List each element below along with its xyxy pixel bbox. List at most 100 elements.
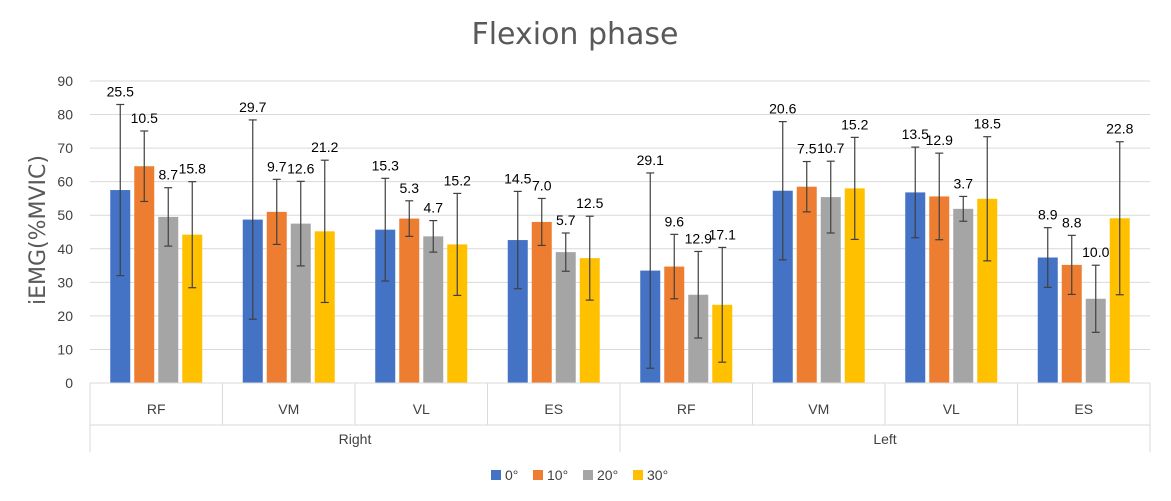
bar <box>399 218 420 383</box>
x-group-label: Left <box>873 431 896 447</box>
data-label: 5.7 <box>556 212 576 228</box>
legend-swatch <box>533 470 543 480</box>
data-label: 21.2 <box>311 139 338 155</box>
bar <box>664 266 685 383</box>
legend-label: 0° <box>505 467 518 483</box>
data-label: 12.6 <box>287 160 314 176</box>
y-tick-label: 50 <box>57 207 73 223</box>
bar <box>579 258 600 383</box>
chart-title: Flexion phase <box>471 17 678 52</box>
data-labels: 25.5 29.7 15.3 14.5 29.1 20.6 13.5 8.9 10.5 9.7 5.… <box>107 83 1134 260</box>
legend-swatch <box>583 470 593 480</box>
data-label: 20.6 <box>769 101 796 117</box>
bar <box>772 190 793 383</box>
bar <box>555 252 576 383</box>
bar <box>1061 264 1082 383</box>
y-tick-label: 40 <box>57 241 73 257</box>
bar <box>447 244 468 383</box>
data-label: 12.5 <box>576 195 603 211</box>
y-tick-label: 0 <box>65 375 73 391</box>
x-axis: RF VM VL ES RF VM VL ES Right Left <box>89 382 1151 452</box>
y-tick-label: 60 <box>57 174 73 190</box>
bar <box>953 208 974 383</box>
bar <box>1085 298 1106 383</box>
data-label: 8.8 <box>1062 214 1082 230</box>
bar <box>844 188 865 383</box>
bar <box>905 192 926 383</box>
y-axis-label: iEMG(%MVIC) <box>26 155 51 305</box>
bar <box>134 166 155 383</box>
bar <box>929 196 950 383</box>
x-tick-label: RF <box>147 401 166 417</box>
error-bars <box>116 103 1124 369</box>
bar <box>314 231 335 383</box>
bars <box>110 166 1130 383</box>
bar <box>182 234 203 383</box>
bar <box>1037 257 1058 383</box>
bar <box>531 221 552 383</box>
bar <box>688 294 709 383</box>
y-tick-label: 20 <box>57 308 73 324</box>
y-axis-ticks: 0 10 20 30 40 50 60 70 80 90 <box>57 73 73 391</box>
y-tick-label: 80 <box>57 107 73 123</box>
y-tick-label: 70 <box>57 140 73 156</box>
bar <box>110 190 131 383</box>
data-label: 3.7 <box>954 175 974 191</box>
data-label: 15.2 <box>841 116 868 132</box>
data-label: 17.1 <box>709 226 736 242</box>
bar <box>507 240 528 383</box>
bar <box>375 229 396 383</box>
x-tick-label: VM <box>278 401 299 417</box>
gridlines <box>90 80 1150 350</box>
bar <box>423 236 444 383</box>
data-label: 10.0 <box>1082 244 1109 260</box>
x-tick-label: ES <box>544 401 563 417</box>
legend-swatch <box>491 470 501 480</box>
data-label: 4.7 <box>424 200 444 216</box>
data-label: 7.5 <box>797 141 817 157</box>
legend-swatch <box>633 470 643 480</box>
data-label: 10.5 <box>131 110 158 126</box>
x-tick-label: VL <box>413 401 430 417</box>
data-label: 9.7 <box>267 158 287 174</box>
data-label: 14.5 <box>504 170 531 186</box>
bar <box>820 197 841 383</box>
legend-label: 30° <box>647 467 668 483</box>
data-label: 5.3 <box>400 180 420 196</box>
data-label: 8.7 <box>159 167 179 183</box>
data-label: 15.3 <box>372 157 399 173</box>
y-tick-label: 90 <box>57 73 73 89</box>
data-label: 7.0 <box>532 177 552 193</box>
data-label: 25.5 <box>107 83 134 99</box>
legend: 0° 10° 20° 30° <box>491 467 668 483</box>
data-label: 10.7 <box>817 140 844 156</box>
data-label: 29.7 <box>239 99 266 115</box>
data-label: 12.9 <box>926 132 953 148</box>
data-label: 15.8 <box>179 161 206 177</box>
bar <box>158 216 179 383</box>
data-label: 13.5 <box>902 126 929 142</box>
data-label: 18.5 <box>974 116 1001 132</box>
bar <box>266 211 287 383</box>
x-group-label: Right <box>339 431 372 447</box>
bar <box>977 198 998 383</box>
legend-label: 20° <box>597 467 618 483</box>
x-tick-label: RF <box>677 401 696 417</box>
y-tick-label: 10 <box>57 341 73 357</box>
data-label: 29.1 <box>637 152 664 168</box>
y-tick-label: 30 <box>57 274 73 290</box>
data-label: 12.9 <box>685 230 712 246</box>
x-tick-label: VM <box>808 401 829 417</box>
data-label: 15.2 <box>444 172 471 188</box>
data-label: 9.6 <box>665 213 685 229</box>
data-label: 8.9 <box>1038 207 1058 223</box>
bar <box>290 223 311 383</box>
bar <box>796 186 817 383</box>
data-label: 22.8 <box>1106 121 1133 137</box>
x-tick-label: VL <box>943 401 960 417</box>
bar <box>1109 218 1130 383</box>
x-tick-label: ES <box>1074 401 1093 417</box>
legend-label: 10° <box>547 467 568 483</box>
